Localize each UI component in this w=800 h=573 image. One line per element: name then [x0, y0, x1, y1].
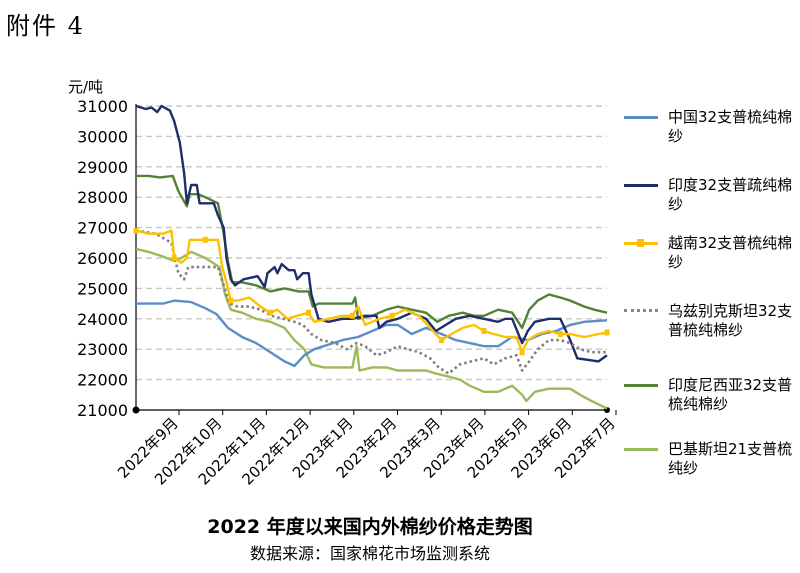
y-tick-label: 22000: [77, 371, 128, 390]
y-tick-label: 27000: [77, 219, 128, 238]
legend-label: 巴基斯坦21支普梳纯纱: [668, 440, 793, 477]
chart-title: 2022 年度以来国内外棉纱价格走势图: [207, 516, 533, 538]
series-marker: [171, 255, 177, 261]
series-line: [135, 104, 608, 363]
legend-swatch: [624, 116, 658, 119]
series-marker: [557, 331, 563, 337]
y-tick-label: 23000: [77, 340, 128, 359]
y-tick-label: 28000: [77, 188, 128, 207]
series-marker: [267, 309, 273, 316]
series-marker: [349, 312, 355, 319]
legend-item: 中国32支普梳纯棉纱: [624, 108, 800, 146]
series-line: [135, 247, 608, 410]
y-tick-label: 24000: [77, 310, 128, 329]
series-marker: [202, 236, 208, 243]
y-tick-label: 29000: [77, 158, 128, 177]
legend-item: 越南32支普梳纯棉纱: [624, 234, 800, 272]
y-tick-label: 25000: [77, 279, 128, 298]
legend-swatch: [624, 309, 658, 312]
legend-label: 越南32支普梳纯棉纱: [668, 234, 793, 271]
series-line: [136, 299, 608, 368]
y-tick-label: 31000: [77, 97, 128, 116]
tick-labels: 31000 30000 29000 28000 27000 26000 25000 24000…: [68, 78, 619, 489]
legend-label: 印度32支普疏纯棉纱: [668, 176, 793, 213]
y-tick-label: 26000: [77, 249, 128, 268]
series-marker: [604, 329, 610, 336]
series-marker: [133, 227, 139, 234]
series-marker: [481, 327, 487, 334]
legend-marker: [637, 239, 644, 247]
legend-item: 乌兹别克斯坦32支普梳纯棉纱: [624, 302, 800, 340]
grid-lines: [136, 105, 607, 381]
y-axis-label: 元/吨: [68, 78, 103, 96]
attachment-label: 附件 4: [6, 12, 85, 40]
y-tick-label: 21000: [77, 401, 128, 420]
legend-item: 印度32支普疏纯棉纱: [624, 176, 800, 214]
legend-item: 印度尼西亚32支普梳纯棉纱: [624, 376, 800, 414]
series-marker: [519, 349, 525, 356]
series-line: [135, 229, 607, 375]
series-lines: [133, 104, 610, 410]
series-marker: [306, 309, 312, 316]
legend-item: 巴基斯坦21支普梳纯纱: [624, 440, 800, 478]
series-line: [135, 229, 608, 354]
series-marker: [228, 297, 234, 304]
axis-origin-dot: [132, 406, 140, 414]
legend-swatch: [624, 239, 658, 247]
series-line: [136, 174, 608, 330]
legend-label: 印度尼西亚32支普梳纯棉纱: [668, 376, 793, 413]
legend-swatch: [624, 184, 658, 187]
legend-swatch: [624, 448, 658, 451]
chart-source: 数据来源：国家棉花市场监测系统: [249, 544, 490, 563]
legend-label: 中国32支普梳纯棉纱: [668, 108, 793, 145]
y-tick-label: 30000: [77, 127, 128, 146]
legend-swatch: [624, 384, 658, 387]
series-marker: [389, 312, 395, 319]
legend-label: 乌兹别克斯坦32支普梳纯棉纱: [668, 302, 793, 339]
series-marker: [439, 337, 445, 344]
